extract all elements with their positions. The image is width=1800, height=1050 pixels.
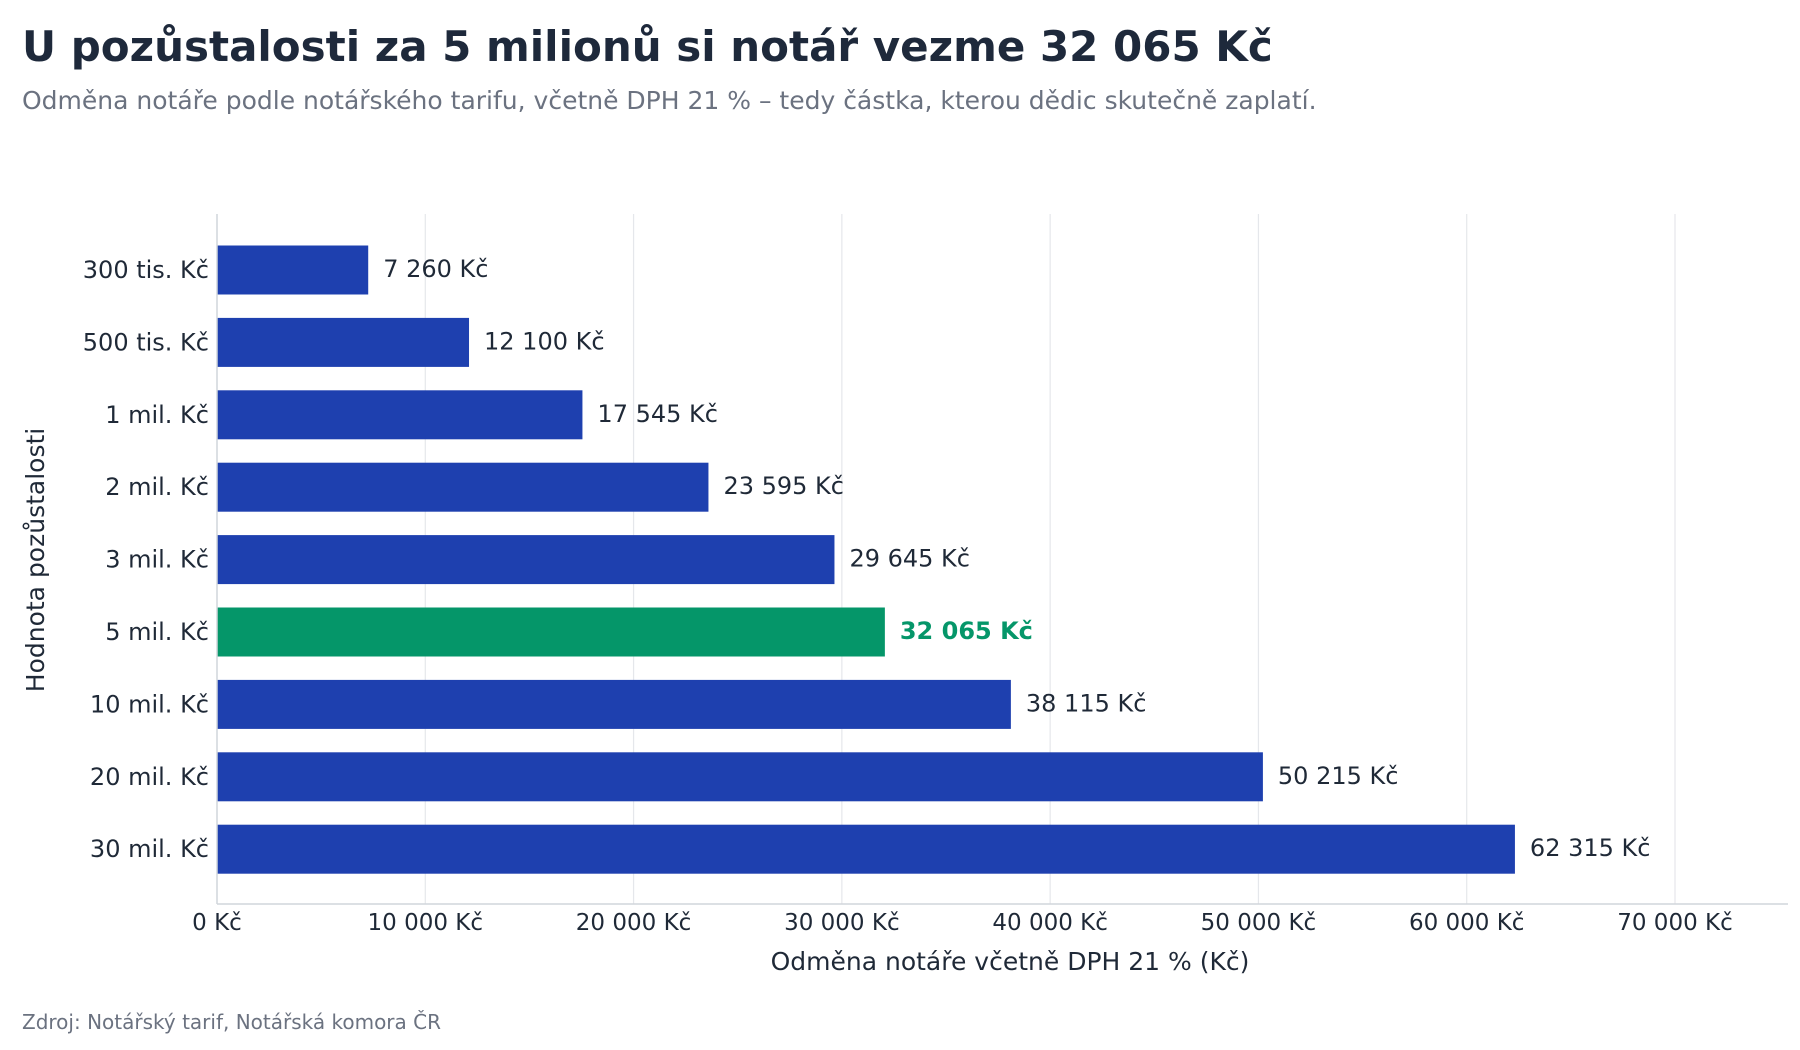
value-label: 29 645 Kč	[849, 545, 970, 573]
y-axis-title: Hodnota pozůstalosti	[21, 428, 50, 692]
axes: 0 Kč 10 000 Kč 20 000 Kč 30 000 Kč 40 000 Kč…	[83, 214, 1788, 936]
x-tick-label: 60 000 Kč	[1409, 910, 1525, 936]
bar	[217, 752, 1263, 802]
chart-subtitle: Odměna notáře podle notářského tarifu, v…	[22, 86, 1317, 115]
bar	[217, 462, 709, 512]
value-label: 23 595 Kč	[723, 472, 844, 500]
bar	[217, 535, 835, 585]
y-tick-label: 300 tis. Kč	[83, 256, 209, 284]
chart-title: U pozůstalosti za 5 milionů si notář vez…	[22, 22, 1273, 71]
value-label: 32 065 Kč	[900, 617, 1033, 645]
x-tick-label: 70 000 Kč	[1617, 910, 1733, 936]
x-tick-label: 10 000 Kč	[368, 910, 484, 936]
bar	[217, 317, 470, 367]
x-tick-label: 30 000 Kč	[784, 910, 900, 936]
value-label: 12 100 Kč	[484, 327, 605, 355]
bar	[217, 390, 583, 440]
value-label: 7 260 Kč	[383, 255, 488, 283]
x-tick-label: 0 Kč	[192, 910, 242, 936]
value-label: 50 215 Kč	[1278, 762, 1399, 790]
bars: 7 260 Kč 12 100 Kč 17 545 Kč 23 595 Kč 29 64…	[217, 245, 1651, 874]
y-tick-label: 10 mil. Kč	[90, 690, 209, 718]
source-note: Zdroj: Notářský tarif, Notářská komora Č…	[22, 1010, 442, 1034]
bar	[217, 245, 369, 295]
y-tick-label: 20 mil. Kč	[90, 763, 209, 791]
x-tick-label: 20 000 Kč	[576, 910, 692, 936]
bar	[217, 679, 1011, 729]
value-label: 38 115 Kč	[1026, 689, 1147, 717]
value-label: 17 545 Kč	[597, 400, 718, 428]
y-tick-label: 2 mil. Kč	[105, 473, 209, 501]
x-tick-label: 50 000 Kč	[1201, 910, 1317, 936]
bar	[217, 824, 1515, 874]
x-axis-title: Odměna notáře včetně DPH 21 % (Kč)	[771, 947, 1250, 976]
x-tick-label: 40 000 Kč	[992, 910, 1108, 936]
y-tick-label: 1 mil. Kč	[105, 401, 209, 429]
bar	[217, 607, 885, 657]
value-label: 62 315 Kč	[1530, 834, 1651, 862]
y-tick-label: 500 tis. Kč	[83, 328, 209, 356]
y-tick-label: 3 mil. Kč	[105, 546, 209, 574]
y-tick-label: 5 mil. Kč	[105, 618, 209, 646]
y-tick-label: 30 mil. Kč	[90, 835, 209, 863]
